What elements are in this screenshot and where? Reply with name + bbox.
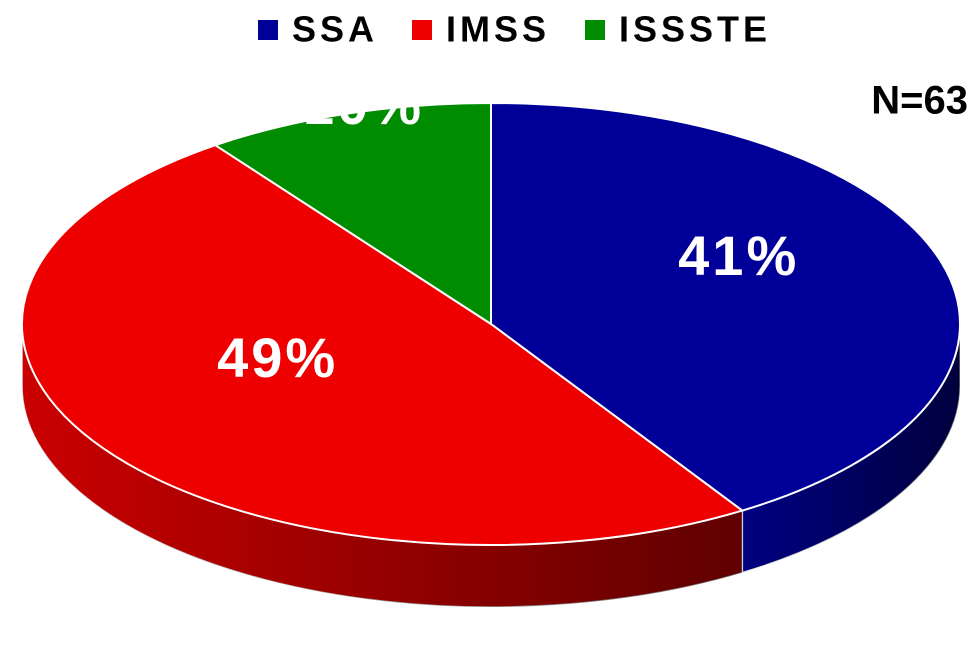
legend-swatch — [585, 20, 605, 40]
labels: 41% 49% 10% — [217, 73, 799, 389]
legend-swatch — [412, 20, 432, 40]
legend-swatch — [258, 20, 278, 40]
value-label: 10% — [303, 73, 424, 136]
value-label: 41% — [678, 224, 799, 287]
legend-label: SSA — [292, 9, 378, 50]
value-label: 49% — [217, 326, 338, 389]
slice-side-shade — [742, 324, 960, 573]
pie-tops — [21, 101, 961, 546]
legend-label: ISSSTE — [619, 9, 771, 50]
legend-label: IMSS — [446, 9, 550, 50]
annotation: N=63 — [871, 79, 968, 123]
slice — [21, 144, 745, 546]
legend: SSA IMSS ISSSTE — [258, 9, 771, 50]
slice — [490, 101, 961, 512]
slice — [213, 101, 492, 326]
slice-side-shade — [22, 324, 743, 608]
